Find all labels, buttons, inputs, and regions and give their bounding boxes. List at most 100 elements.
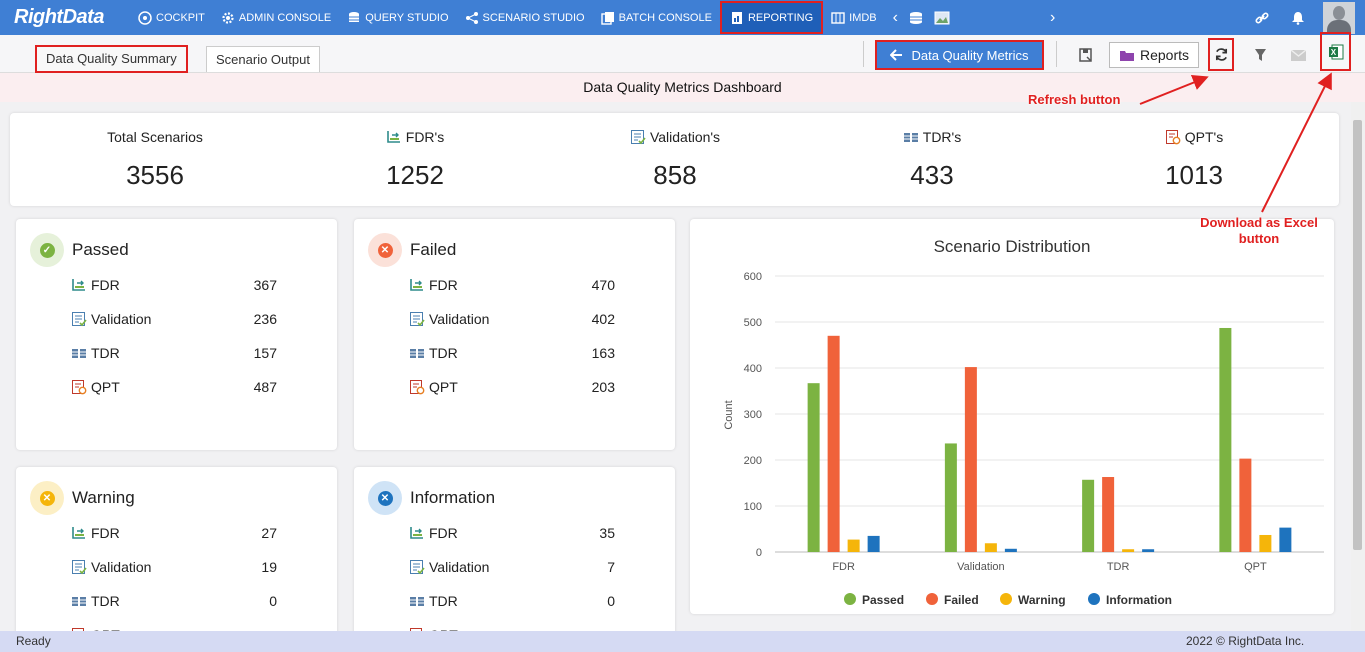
legend-failed-marker[interactable] [926, 593, 938, 605]
status-text: Ready [16, 634, 51, 648]
bar-qpt-information[interactable] [1279, 527, 1292, 552]
rightdata-logo[interactable]: RightData [14, 6, 104, 28]
row-label: TDR [429, 345, 458, 361]
y-tick-label: 600 [744, 271, 762, 283]
panel-title-text: Passed [72, 240, 129, 259]
download-excel-button[interactable]: X [1320, 32, 1351, 71]
nav-item-batch-console[interactable]: BATCH CONSOLE [593, 0, 720, 35]
nav-item-scenario-studio[interactable]: SCENARIO STUDIO [457, 0, 593, 35]
scenario-icon [465, 11, 478, 24]
link-icon[interactable] [1255, 11, 1269, 25]
filter-icon [1254, 49, 1266, 61]
passed-status-icon: ✓ [30, 233, 64, 267]
toolbar-divider [1056, 41, 1057, 67]
panel-row-fdr: FDR 367 [71, 275, 277, 295]
legend-passed-marker[interactable] [844, 593, 856, 605]
stat-label-text: Total Scenarios [107, 129, 203, 145]
notification-bell-icon[interactable] [1291, 11, 1305, 25]
report-icon [731, 11, 742, 24]
legend-information-marker[interactable] [1088, 593, 1100, 605]
top-nav: RightData COCKPIT ADMIN CONSOLE QUERY STUD… [0, 0, 1365, 35]
reports-label: Reports [1139, 47, 1190, 63]
bar-qpt-passed[interactable] [1219, 327, 1232, 552]
nav-next-icon[interactable]: › [1049, 8, 1056, 26]
legend-warning-marker[interactable] [1000, 593, 1012, 605]
row-label: Validation [91, 559, 152, 575]
row-value: 236 [253, 311, 277, 327]
tdr-icon [410, 597, 424, 606]
fdr-icon [72, 279, 85, 291]
bar-validation-failed[interactable] [964, 367, 977, 552]
database-stack-icon[interactable] [908, 11, 924, 25]
panel-title-text: Information [410, 488, 496, 507]
nav-item-label: ADMIN CONSOLE [238, 11, 332, 24]
stat-fdrs: FDR's 1252 [340, 129, 490, 191]
panel-title: ✕ Information [368, 481, 495, 515]
nav-item-imdb[interactable]: IMDB [823, 0, 885, 35]
imdb-icon [831, 11, 845, 24]
validation-icon [630, 130, 646, 145]
stat-label: Validation's [600, 129, 750, 145]
bar-validation-information[interactable] [1004, 548, 1017, 552]
legend-passed-label[interactable]: Passed [862, 593, 904, 607]
nav-item-label: QUERY STUDIO [365, 11, 449, 24]
y-tick-label: 0 [756, 547, 762, 559]
bar-fdr-passed[interactable] [807, 383, 820, 552]
row-label: QPT [91, 379, 120, 395]
bar-qpt-failed[interactable] [1239, 458, 1252, 552]
legend-warning-label[interactable]: Warning [1018, 593, 1066, 607]
nav-prev-icon[interactable]: ‹ [892, 8, 898, 26]
failed-status-icon: ✕ [368, 233, 402, 267]
bar-tdr-failed[interactable] [1102, 477, 1115, 552]
user-avatar[interactable] [1323, 1, 1355, 34]
row-value: 7 [607, 559, 615, 575]
row-label: TDR [429, 593, 458, 609]
bar-tdr-warning[interactable] [1122, 549, 1135, 552]
panel-row-qpt: QPT 487 [71, 377, 277, 397]
validation-icon [72, 312, 87, 327]
save-report-button[interactable] [1073, 42, 1099, 68]
qpt-icon [1165, 130, 1181, 145]
nav-item-label: COCKPIT [156, 11, 205, 24]
legend-failed-label[interactable]: Failed [944, 593, 979, 607]
bar-validation-warning[interactable] [984, 543, 997, 552]
excel-annotation-line1: Download as Excel [1200, 215, 1318, 230]
scrollbar-thumb[interactable] [1353, 120, 1362, 550]
email-button[interactable] [1285, 42, 1311, 68]
tab-data-quality-summary[interactable]: Data Quality Summary [35, 45, 188, 73]
fdr-icon [72, 527, 85, 539]
panel-title: ✕ Failed [368, 233, 456, 267]
filter-button[interactable] [1247, 42, 1273, 68]
x-tick-label: FDR [832, 561, 855, 573]
y-tick-label: 200 [744, 455, 762, 467]
bar-fdr-failed[interactable] [827, 335, 840, 552]
tdr-icon [72, 597, 86, 606]
warning-status-icon: ✕ [30, 481, 64, 515]
bar-fdr-warning[interactable] [847, 539, 860, 552]
stat-label: FDR's [340, 129, 490, 145]
tab-scenario-output[interactable]: Scenario Output [206, 46, 320, 72]
bar-qpt-warning[interactable] [1259, 534, 1272, 552]
row-value: 163 [591, 345, 615, 361]
row-label: TDR [91, 345, 120, 361]
reports-button[interactable]: Reports [1109, 42, 1199, 68]
status-bar: Ready 2022 © RightData Inc. [0, 631, 1365, 652]
dqm-label: Data Quality Metrics [911, 47, 1029, 63]
data-quality-metrics-button[interactable]: Data Quality Metrics [875, 40, 1044, 70]
nav-item-cockpit[interactable]: COCKPIT [130, 0, 213, 35]
nav-item-query-studio[interactable]: QUERY STUDIO [339, 0, 456, 35]
bar-fdr-information[interactable] [867, 535, 880, 552]
broken-image-icon [934, 11, 950, 24]
refresh-button[interactable] [1208, 38, 1234, 71]
bar-tdr-passed[interactable] [1082, 479, 1095, 552]
toolbar-divider [863, 41, 864, 67]
legend-information-label[interactable]: Information [1106, 593, 1172, 607]
panel-row-validation: Validation 7 [409, 557, 615, 577]
nav-item-reporting[interactable]: REPORTING [719, 1, 824, 34]
nav-item-admin-console[interactable]: ADMIN CONSOLE [213, 0, 339, 35]
panel-row-tdr: TDR 0 [409, 591, 615, 611]
fdr-icon [410, 279, 423, 291]
toolbar: Data Quality Summary Scenario Output Dat… [0, 32, 1365, 73]
bar-validation-passed[interactable] [944, 443, 957, 552]
bar-tdr-information[interactable] [1142, 549, 1155, 552]
